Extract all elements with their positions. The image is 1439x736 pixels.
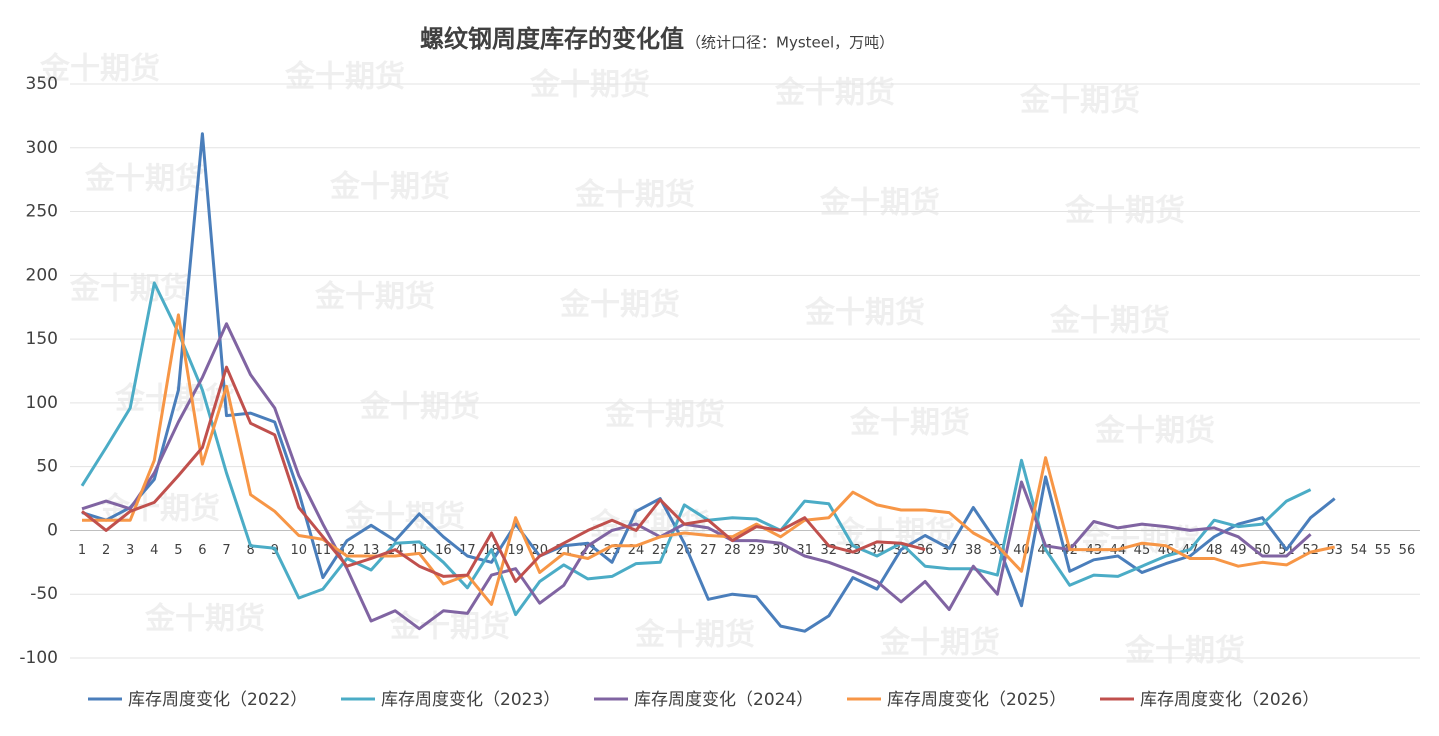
x-tick-label: 28 bbox=[724, 543, 741, 558]
chart-title: 螺纹钢周度库存的变化值 bbox=[420, 25, 684, 53]
watermark: 金十期货 bbox=[69, 272, 190, 307]
watermark: 金十期货 bbox=[804, 296, 925, 331]
x-tick-label: 7 bbox=[222, 543, 230, 558]
y-tick-label: -50 bbox=[30, 584, 58, 604]
chart-subtitle: （统计口径：Mysteel，万吨） bbox=[686, 34, 894, 52]
watermark: 金十期货 bbox=[529, 68, 650, 103]
x-tick-label: 6 bbox=[198, 543, 206, 558]
x-tick-label: 1 bbox=[78, 543, 86, 558]
x-tick-label: 53 bbox=[1326, 543, 1343, 558]
y-tick-label: 200 bbox=[26, 265, 58, 285]
legend-label: 库存周度变化（2025） bbox=[887, 690, 1066, 710]
watermark: 金十期货 bbox=[849, 406, 970, 441]
watermark: 金十期货 bbox=[1049, 304, 1170, 339]
y-tick-label: 250 bbox=[26, 202, 58, 222]
series-line bbox=[80, 281, 1312, 617]
watermark: 金十期货 bbox=[314, 280, 435, 315]
y-tick-label: 100 bbox=[26, 393, 58, 413]
y-tick-label: 350 bbox=[26, 74, 58, 94]
x-tick-label: 19 bbox=[507, 543, 524, 558]
y-tick-label: 300 bbox=[26, 138, 58, 158]
x-tick-label: 3 bbox=[126, 543, 134, 558]
x-tick-label: 55 bbox=[1375, 543, 1392, 558]
x-tick-label: 49 bbox=[1230, 543, 1247, 558]
x-tick-label: 29 bbox=[748, 543, 765, 558]
legend-label: 库存周度变化（2024） bbox=[634, 690, 813, 710]
watermark: 金十期货 bbox=[284, 60, 405, 95]
watermark: 金十期货 bbox=[1094, 414, 1215, 449]
watermark: 金十期货 bbox=[834, 516, 955, 551]
watermark: 金十期货 bbox=[329, 170, 450, 205]
watermark: 金十期货 bbox=[634, 618, 755, 653]
watermark: 金十期货 bbox=[84, 162, 205, 197]
watermark: 金十期货 bbox=[389, 610, 510, 645]
series-line bbox=[81, 365, 926, 583]
watermark: 金十期货 bbox=[39, 52, 160, 87]
x-tick-label: 13 bbox=[363, 543, 380, 558]
watermark: 金十期货 bbox=[774, 76, 895, 111]
watermark: 金十期货 bbox=[879, 626, 1000, 661]
x-tick-label: 8 bbox=[246, 543, 254, 558]
x-tick-label: 38 bbox=[965, 543, 982, 558]
watermark: 金十期货 bbox=[559, 288, 680, 323]
y-tick-label: 150 bbox=[26, 329, 58, 349]
x-tick-label: 2 bbox=[102, 543, 110, 558]
legend-label: 库存周度变化（2022） bbox=[128, 690, 307, 710]
x-tick-label: 10 bbox=[291, 543, 308, 558]
watermark: 金十期货 bbox=[1064, 194, 1185, 229]
x-tick-label: 5 bbox=[174, 543, 182, 558]
watermark: 金十期货 bbox=[1019, 84, 1140, 119]
watermark: 金十期货 bbox=[1124, 634, 1245, 669]
x-tick-label: 54 bbox=[1350, 543, 1367, 558]
watermark: 金十期货 bbox=[819, 186, 940, 221]
y-tick-label: 0 bbox=[47, 520, 58, 540]
watermark: 金十期货 bbox=[574, 178, 695, 213]
watermark: 金十期货 bbox=[359, 390, 480, 425]
y-tick-label: -100 bbox=[19, 648, 58, 668]
series-line bbox=[81, 322, 1312, 631]
x-tick-label: 16 bbox=[435, 543, 452, 558]
x-tick-label: 27 bbox=[700, 543, 717, 558]
x-tick-label: 56 bbox=[1399, 543, 1416, 558]
series-line bbox=[81, 132, 1336, 633]
y-tick-label: 50 bbox=[36, 457, 58, 477]
watermark: 金十期货 bbox=[144, 602, 265, 637]
x-tick-label: 4 bbox=[150, 543, 158, 558]
x-tick-label: 45 bbox=[1134, 543, 1151, 558]
x-tick-label: 48 bbox=[1206, 543, 1223, 558]
legend-label: 库存周度变化（2023） bbox=[381, 690, 560, 710]
x-tick-label: 11 bbox=[315, 543, 332, 558]
series-line bbox=[82, 313, 1336, 606]
x-tick-label: 36 bbox=[917, 543, 934, 558]
legend-label: 库存周度变化（2026） bbox=[1140, 690, 1319, 710]
